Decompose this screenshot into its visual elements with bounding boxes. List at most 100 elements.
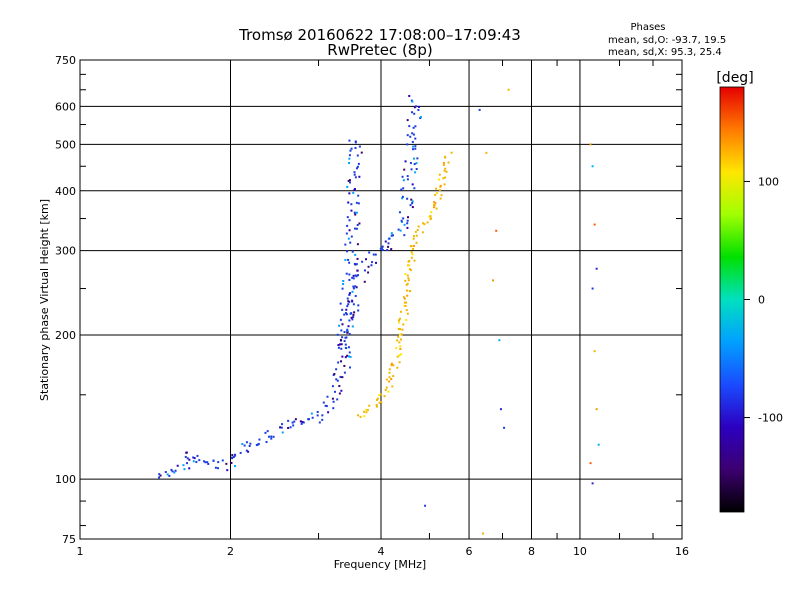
data-point [335, 368, 338, 371]
data-point [355, 286, 358, 289]
data-point [421, 231, 424, 234]
data-point [402, 187, 405, 190]
data-point [332, 407, 335, 410]
data-point [185, 451, 188, 454]
data-point [380, 247, 383, 250]
data-point [414, 230, 417, 233]
data-point [422, 222, 425, 225]
data-point [412, 133, 415, 136]
data-point [343, 371, 346, 374]
data-point [414, 137, 417, 140]
data-point [221, 459, 224, 462]
data-point [370, 264, 373, 267]
data-point [414, 125, 417, 128]
data-point [348, 273, 351, 276]
data-point [355, 167, 358, 170]
data-point [411, 202, 414, 205]
data-point [338, 385, 341, 388]
data-point [407, 279, 410, 282]
data-point [354, 213, 357, 216]
data-point [478, 108, 481, 111]
data-point [344, 258, 347, 261]
data-point [434, 202, 437, 205]
data-point [403, 168, 406, 171]
data-point [351, 318, 354, 321]
data-point [358, 222, 361, 225]
data-point [186, 457, 189, 460]
data-point [338, 324, 341, 327]
data-point [339, 318, 342, 321]
data-point [173, 471, 176, 474]
data-point [443, 183, 446, 186]
data-point [355, 227, 358, 230]
data-point [398, 321, 401, 324]
x-axis-label: Frequency [MHz] [334, 558, 426, 571]
data-point [188, 458, 191, 461]
data-point [399, 317, 402, 320]
data-point [416, 228, 419, 231]
data-point [591, 165, 594, 168]
data-point [495, 229, 498, 232]
data-point [344, 243, 347, 246]
data-point [434, 193, 437, 196]
data-point [341, 376, 344, 379]
data-point [350, 235, 353, 238]
data-point [321, 418, 324, 421]
data-point [352, 313, 355, 316]
data-point [349, 149, 352, 152]
data-point [327, 411, 330, 414]
data-point [381, 248, 384, 251]
data-point [406, 219, 409, 222]
data-point [339, 375, 342, 378]
data-point [337, 346, 340, 349]
data-point [503, 426, 506, 429]
colorbar-label: [deg] [716, 70, 753, 86]
data-point [398, 333, 401, 336]
data-point [348, 192, 351, 195]
phases-line-x: mean, sd,X: 95.3, 25.4 [608, 47, 722, 58]
data-point [342, 280, 345, 283]
data-point [368, 404, 371, 407]
data-point [356, 269, 359, 272]
data-point [355, 211, 358, 214]
x-axis-ticks: 1 2 4 6 8 10 16 [77, 60, 689, 558]
data-point [402, 217, 405, 220]
data-point [374, 253, 377, 256]
data-point [341, 323, 344, 326]
data-point [351, 300, 354, 303]
data-point [335, 378, 338, 381]
data-point [411, 132, 414, 135]
data-point [385, 378, 388, 381]
x-tick-label: 2 [227, 545, 234, 558]
data-point [591, 482, 594, 485]
data-point [405, 318, 408, 321]
data-point [351, 290, 354, 293]
data-point [321, 414, 324, 417]
data-point [336, 333, 339, 336]
data-point [404, 273, 407, 276]
data-point [414, 171, 417, 174]
data-point [399, 347, 402, 350]
data-point [331, 385, 334, 388]
data-point [354, 176, 357, 179]
data-point [410, 198, 413, 201]
data-point [392, 375, 395, 378]
data-point [436, 192, 439, 195]
data-point [258, 438, 261, 441]
data-point [340, 343, 343, 346]
data-point [343, 313, 346, 316]
data-point [406, 282, 409, 285]
colorbar-tick-label: -100 [758, 412, 783, 425]
data-point [450, 151, 453, 154]
data-point [351, 250, 354, 253]
data-point [168, 474, 171, 477]
data-point [347, 303, 350, 306]
data-point [366, 409, 369, 412]
data-point [159, 474, 162, 477]
data-point [401, 195, 404, 198]
data-point [353, 189, 356, 192]
data-point [413, 157, 416, 160]
data-point [361, 260, 364, 263]
data-point [350, 147, 353, 150]
